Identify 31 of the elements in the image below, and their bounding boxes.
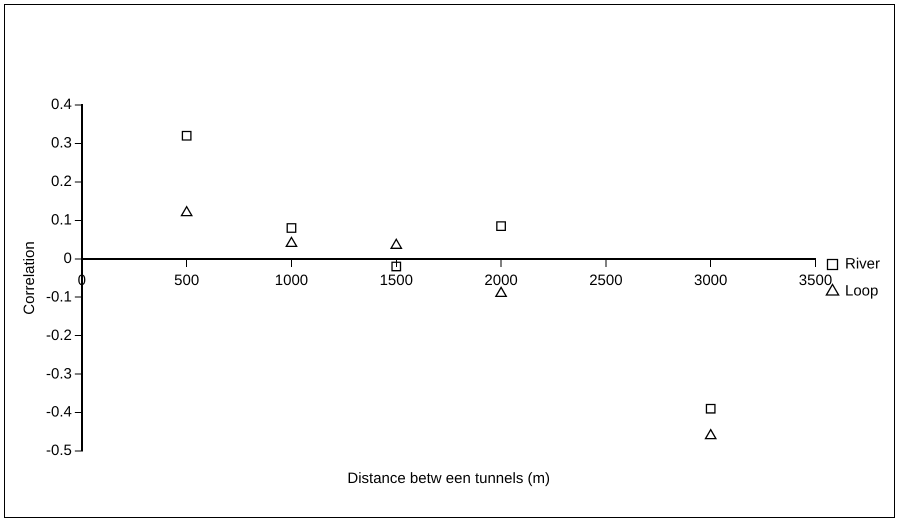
x-tick-label: 2500: [589, 272, 623, 289]
legend-label: River: [845, 256, 880, 273]
point: [390, 238, 402, 249]
point: [182, 130, 192, 141]
y-tick-label: 0.3: [50, 134, 72, 152]
y-tick-label: 0.1: [50, 211, 72, 228]
x-axis-title: Distance betw een tunnels (m): [347, 470, 550, 488]
point: [496, 221, 506, 231]
y-tick-label: -0.3: [46, 365, 72, 382]
point: [706, 404, 716, 414]
x-tick-label: 3000: [694, 272, 728, 289]
x-tick-label: 500: [174, 272, 200, 289]
point: [286, 223, 296, 233]
x-tick-label: 3500: [798, 272, 832, 289]
x-tick-label: 1500: [380, 272, 413, 289]
point: [495, 286, 507, 298]
x-tick-label: 1000: [274, 272, 308, 289]
point: [180, 206, 192, 216]
y-tick-label: 0.2: [50, 173, 72, 190]
point: [286, 236, 298, 248]
y-tick-label: 0: [64, 250, 72, 267]
point: [704, 428, 717, 440]
y-tick-label: -0.4: [46, 404, 72, 421]
y-tick-label: -0.1: [46, 288, 72, 306]
y-tick-label: -0.2: [46, 326, 72, 344]
y-tick-label: -0.5: [46, 442, 72, 460]
legend-label: Loop: [845, 282, 878, 300]
y-tick-label: 0.4: [50, 96, 72, 114]
y-axis-title: Correlation: [21, 241, 38, 315]
point: [391, 262, 402, 272]
x-tick-label: 2000: [484, 272, 518, 289]
